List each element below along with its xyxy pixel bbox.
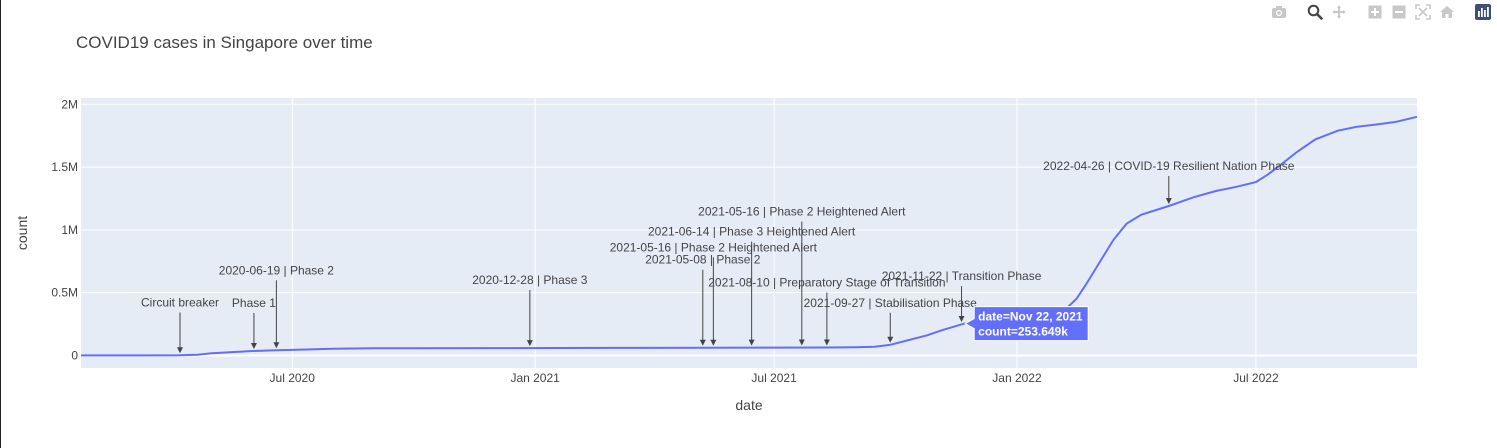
plot-area[interactable]: Circuit breaker Phase 1 2020-06-19 | Phase… — [81, 98, 1418, 368]
annotation-arrowhead — [1165, 198, 1172, 204]
plot-background — [81, 98, 1417, 368]
annotation-arrowhead — [250, 342, 257, 349]
chart-title: COVID19 cases in Singapore over time — [76, 33, 373, 52]
zoom-in-icon[interactable] — [1365, 2, 1385, 22]
annotation-label: 2021-09-27 | Stabilisation Phase — [804, 296, 978, 310]
y-axis-ticks: 0 0.5M 1M 1.5M 2M — [51, 97, 78, 362]
annotation-label: 2022-04-26 | COVID-19 Resilient Nation P… — [1043, 159, 1295, 173]
annotation-label: 2021-05-16 | Phase 2 Heightened Alert — [698, 205, 906, 219]
zoom-out-icon[interactable] — [1389, 2, 1409, 22]
annotation-label: Circuit breaker — [141, 295, 219, 309]
plotly-logo-icon[interactable] — [1473, 2, 1493, 22]
annotation-label: 2021-08-10 | Preparatory Stage of Transi… — [708, 275, 945, 289]
annotation-label: Phase 1 — [232, 296, 276, 310]
modebar — [1269, 2, 1493, 22]
annotation-label: 2021-11-22 | Transition Phase — [882, 269, 1042, 283]
y-tick-label: 1M — [61, 223, 78, 237]
annotation-arrowhead — [526, 340, 533, 347]
annotation-arrowhead — [710, 339, 717, 346]
annotation-arrowhead — [748, 339, 755, 346]
x-axis-label: date — [735, 397, 762, 413]
x-tick-label: Jul 2022 — [1233, 371, 1279, 385]
annotation-arrowhead — [699, 339, 706, 346]
annotation-arrowhead — [823, 339, 830, 346]
grid-lines — [81, 98, 1417, 368]
pan-icon[interactable] — [1329, 2, 1349, 22]
annotation-arrowhead — [273, 342, 280, 349]
annotation-label: 2020-06-19 | Phase 2 — [219, 263, 335, 277]
left-border — [0, 0, 1, 448]
annotation-arrowhead — [958, 316, 965, 323]
hover-box — [964, 306, 1089, 342]
annotation-arrowhead — [887, 336, 894, 343]
y-tick-label: 0 — [71, 348, 78, 362]
zoom-icon[interactable] — [1305, 2, 1325, 22]
annotation-label: 2021-05-08 | Phase 2 — [645, 253, 761, 267]
x-axis-ticks: Jul 2020 Jan 2021 Jul 2021 Jan 2022 Jul 2022 — [270, 371, 1279, 385]
hover-line: date=Nov 22, 2021 — [978, 310, 1083, 324]
home-icon[interactable] — [1437, 2, 1457, 22]
y-tick-label: 0.5M — [51, 286, 78, 300]
x-tick-label: Jul 2020 — [270, 371, 316, 385]
annotation-arrowhead — [798, 339, 805, 346]
annotation-arrowhead — [177, 347, 184, 354]
annotations: Circuit breaker Phase 1 2020-06-19 | Phase… — [141, 159, 1295, 354]
hover-line: count=253.649k — [978, 325, 1068, 339]
y-tick-label: 1.5M — [51, 160, 78, 174]
autoscale-icon[interactable] — [1413, 2, 1433, 22]
annotation-label: 2021-06-14 | Phase 3 Heightened Alert — [648, 225, 856, 239]
annotation-label: 2020-12-28 | Phase 3 — [472, 273, 588, 287]
camera-icon[interactable] — [1269, 2, 1289, 22]
y-tick-label: 2M — [61, 97, 78, 111]
y-axis-label: count — [14, 216, 30, 250]
x-tick-label: Jul 2021 — [751, 371, 797, 385]
x-tick-label: Jan 2021 — [510, 371, 560, 385]
x-tick-label: Jan 2022 — [992, 371, 1042, 385]
annotation-label: 2021-05-16 | Phase 2 Heightened Alert — [610, 240, 818, 254]
